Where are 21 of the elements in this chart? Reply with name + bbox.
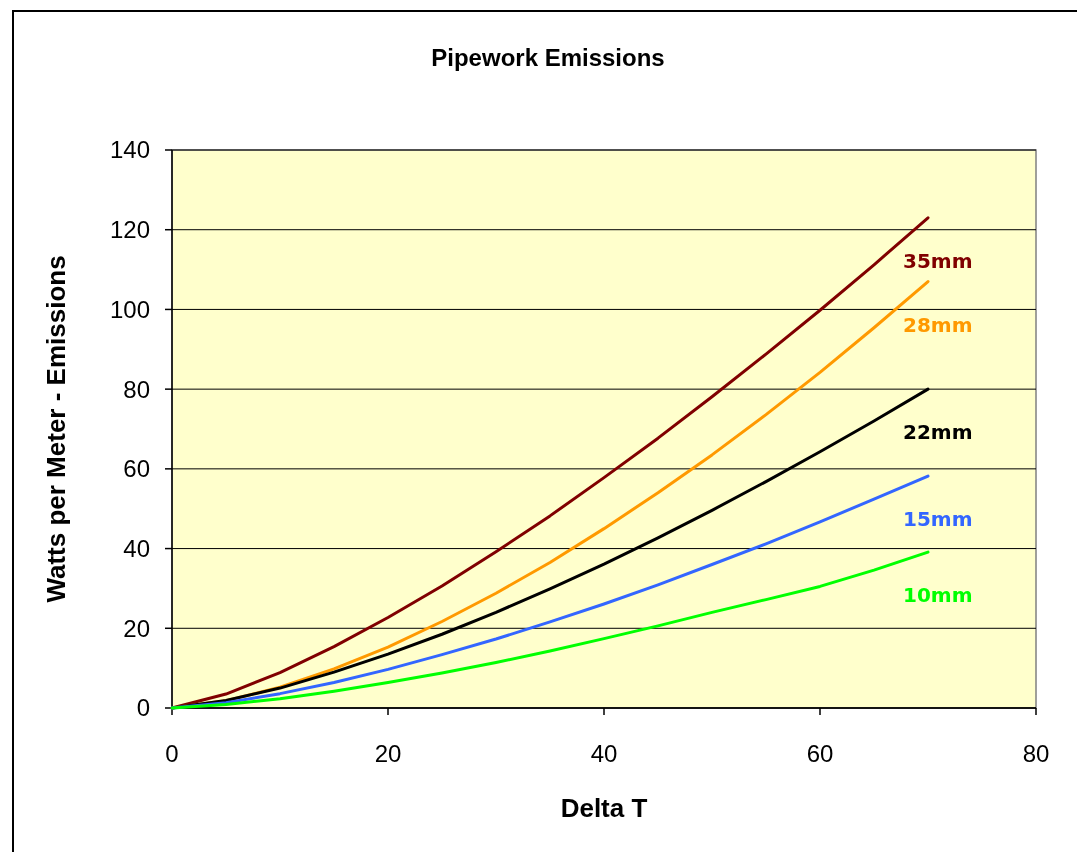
y-tick-label: 140 xyxy=(109,136,150,164)
x-tick-label: 80 xyxy=(1022,740,1050,767)
x-axis-title: Delta T xyxy=(560,793,648,823)
y-axis-title: Watts per Meter - Emissions xyxy=(41,255,71,603)
series-label: 28mm xyxy=(903,312,973,337)
x-tick-label: 60 xyxy=(806,740,834,767)
chart-title: Pipework Emissions xyxy=(431,44,665,71)
y-tick-label: 100 xyxy=(109,295,150,323)
x-tick-label: 40 xyxy=(590,740,618,767)
series-label: 22mm xyxy=(903,420,973,445)
series-label: 35mm xyxy=(903,248,973,273)
y-tick-label: 40 xyxy=(123,534,150,562)
y-tick-label: 20 xyxy=(123,614,150,642)
x-tick-label: 20 xyxy=(374,740,402,767)
series-label: 10mm xyxy=(903,583,973,608)
y-tick-label: 60 xyxy=(123,455,150,483)
y-tick-label: 0 xyxy=(136,694,150,722)
x-tick-label: 0 xyxy=(165,740,179,767)
y-tick-label: 120 xyxy=(109,216,150,244)
y-tick-label: 80 xyxy=(123,375,150,403)
series-label: 15mm xyxy=(903,507,973,532)
